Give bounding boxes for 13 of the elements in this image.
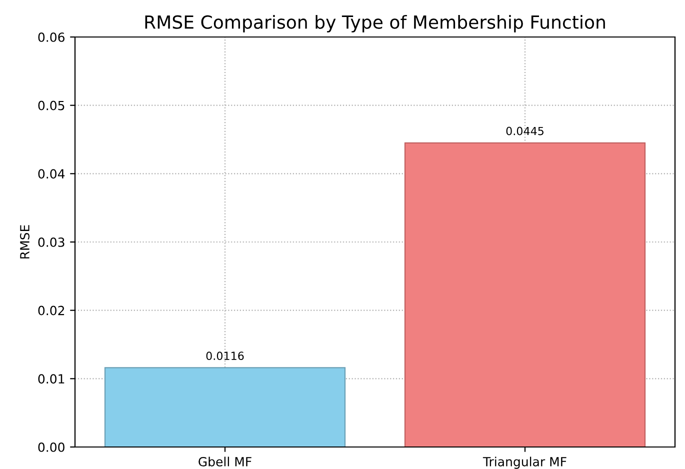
y-tick-label: 0.02 — [38, 306, 64, 316]
y-tick-label: 0.01 — [38, 374, 64, 384]
y-tick-label: 0.03 — [38, 237, 64, 247]
x-tick-label: Gbell MF — [198, 456, 252, 466]
data-label: 0.0116 — [206, 352, 244, 360]
y-tick-label: 0.06 — [38, 32, 64, 42]
y-tick-label: 0.04 — [38, 169, 65, 179]
x-tick-label: Triangular MF — [482, 456, 566, 469]
y-axis-title: RMSE — [20, 225, 30, 258]
y-tick-label: 0.05 — [38, 100, 64, 110]
data-label: 0.0445 — [506, 126, 544, 136]
y-tick-label: 0.00 — [38, 442, 64, 452]
chart-title: RMSE Comparison by Type of Membership Function — [145, 14, 605, 32]
